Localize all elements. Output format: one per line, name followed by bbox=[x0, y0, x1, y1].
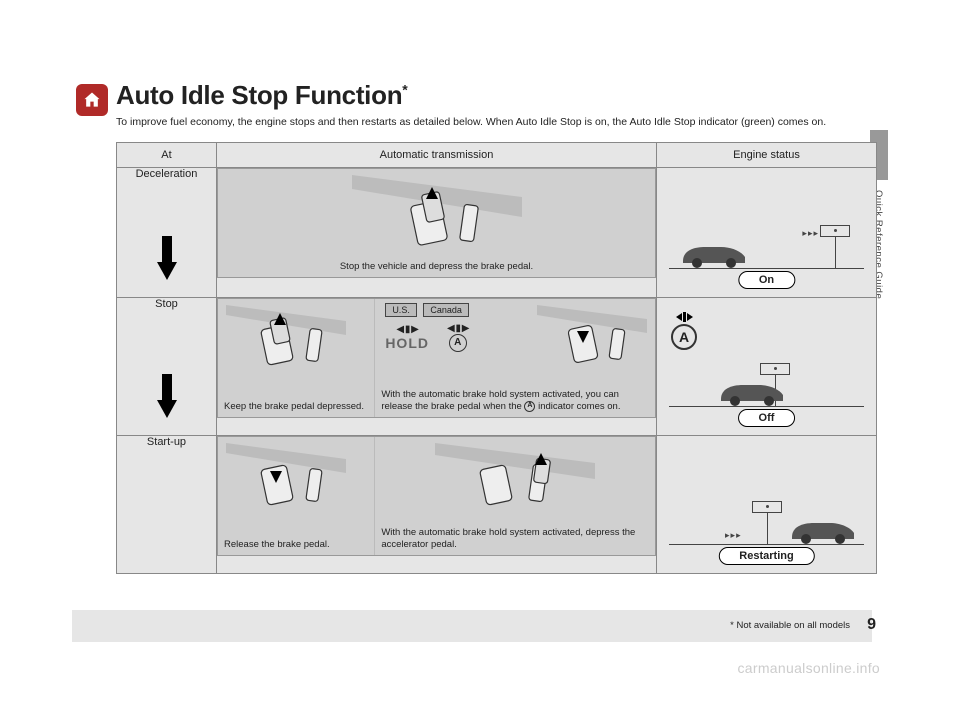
illustration-panel: Keep the brake pedal depressed. U.S. Can… bbox=[217, 298, 656, 418]
illustration-panel: Stop the vehicle and depress the brake p… bbox=[217, 168, 656, 278]
engine-cell-off: A Off bbox=[657, 297, 877, 435]
at-label: Start-up bbox=[117, 436, 216, 448]
page-subtitle: To improve fuel economy, the engine stop… bbox=[116, 115, 856, 130]
pedal-illustration bbox=[226, 443, 346, 522]
table-row: Start-up bbox=[117, 435, 877, 573]
trans-cell-r2: Keep the brake pedal depressed. U.S. Can… bbox=[217, 297, 657, 435]
caption: With the automatic brake hold system act… bbox=[381, 527, 649, 551]
pedal-illustration bbox=[352, 175, 522, 260]
pedal-illustration bbox=[435, 443, 595, 522]
indicator-icons: U.S. Canada ◀ ▮ ▶ HOLD ◀ ▮ ▶ bbox=[385, 303, 535, 352]
th-trans: Automatic transmission bbox=[217, 142, 657, 167]
th-engine: Engine status bbox=[657, 142, 877, 167]
car-icon bbox=[788, 515, 858, 545]
region-us: U.S. bbox=[385, 303, 417, 317]
main-table: At Automatic transmission Engine status … bbox=[116, 142, 877, 574]
car-icon bbox=[717, 377, 787, 407]
page-title: Auto Idle Stop Function* bbox=[116, 80, 872, 111]
status-pill-off: Off bbox=[738, 409, 796, 427]
arrow-down-icon bbox=[157, 236, 177, 283]
car-scene: ▸▸▸ bbox=[669, 485, 864, 545]
watermark: carmanualsonline.info bbox=[738, 660, 881, 676]
at-cell-deceleration: Deceleration bbox=[117, 167, 217, 297]
arrow-down-icon bbox=[157, 374, 177, 421]
caption: Stop the vehicle and depress the brake p… bbox=[218, 261, 655, 273]
pedal-illustration bbox=[226, 305, 346, 380]
at-cell-stop: Stop bbox=[117, 297, 217, 435]
trans-cell-r3: Release the brake pedal. bbox=[217, 435, 657, 573]
table-row: Stop bbox=[117, 297, 877, 435]
at-label: Deceleration bbox=[117, 168, 216, 180]
status-pill-on: On bbox=[738, 271, 795, 289]
caption: With the automatic brake hold system act… bbox=[381, 389, 649, 413]
page-title-text: Auto Idle Stop Function bbox=[116, 80, 402, 110]
caption: Keep the brake pedal depressed. bbox=[224, 401, 368, 413]
at-cell-startup: Start-up bbox=[117, 435, 217, 573]
engine-cell-restarting: ▸▸▸ Restarting bbox=[657, 435, 877, 573]
idle-stop-icon: A bbox=[524, 401, 535, 412]
car-scene bbox=[669, 347, 864, 407]
page-number: 9 bbox=[867, 616, 876, 634]
engine-cell-on: ▸▸▸ On bbox=[657, 167, 877, 297]
pedal-illustration bbox=[537, 305, 647, 380]
page-title-asterisk: * bbox=[402, 81, 407, 97]
status-pill-restarting: Restarting bbox=[718, 547, 814, 565]
page-content: Auto Idle Stop Function* To improve fuel… bbox=[72, 80, 872, 574]
th-at: At bbox=[117, 142, 217, 167]
at-label: Stop bbox=[117, 298, 216, 310]
table-row: Deceleration bbox=[117, 167, 877, 297]
caption: Release the brake pedal. bbox=[224, 539, 368, 551]
trans-cell-r1: Stop the vehicle and depress the brake p… bbox=[217, 167, 657, 297]
car-icon bbox=[679, 239, 749, 269]
illustration-panel: Release the brake pedal. bbox=[217, 436, 656, 556]
idle-stop-icon: A bbox=[449, 334, 467, 352]
region-canada: Canada bbox=[423, 303, 469, 317]
idle-stop-indicator: A bbox=[671, 312, 697, 350]
car-scene: ▸▸▸ bbox=[669, 209, 864, 269]
hold-label: HOLD bbox=[385, 335, 429, 351]
footnote: * Not available on all models bbox=[730, 620, 850, 631]
